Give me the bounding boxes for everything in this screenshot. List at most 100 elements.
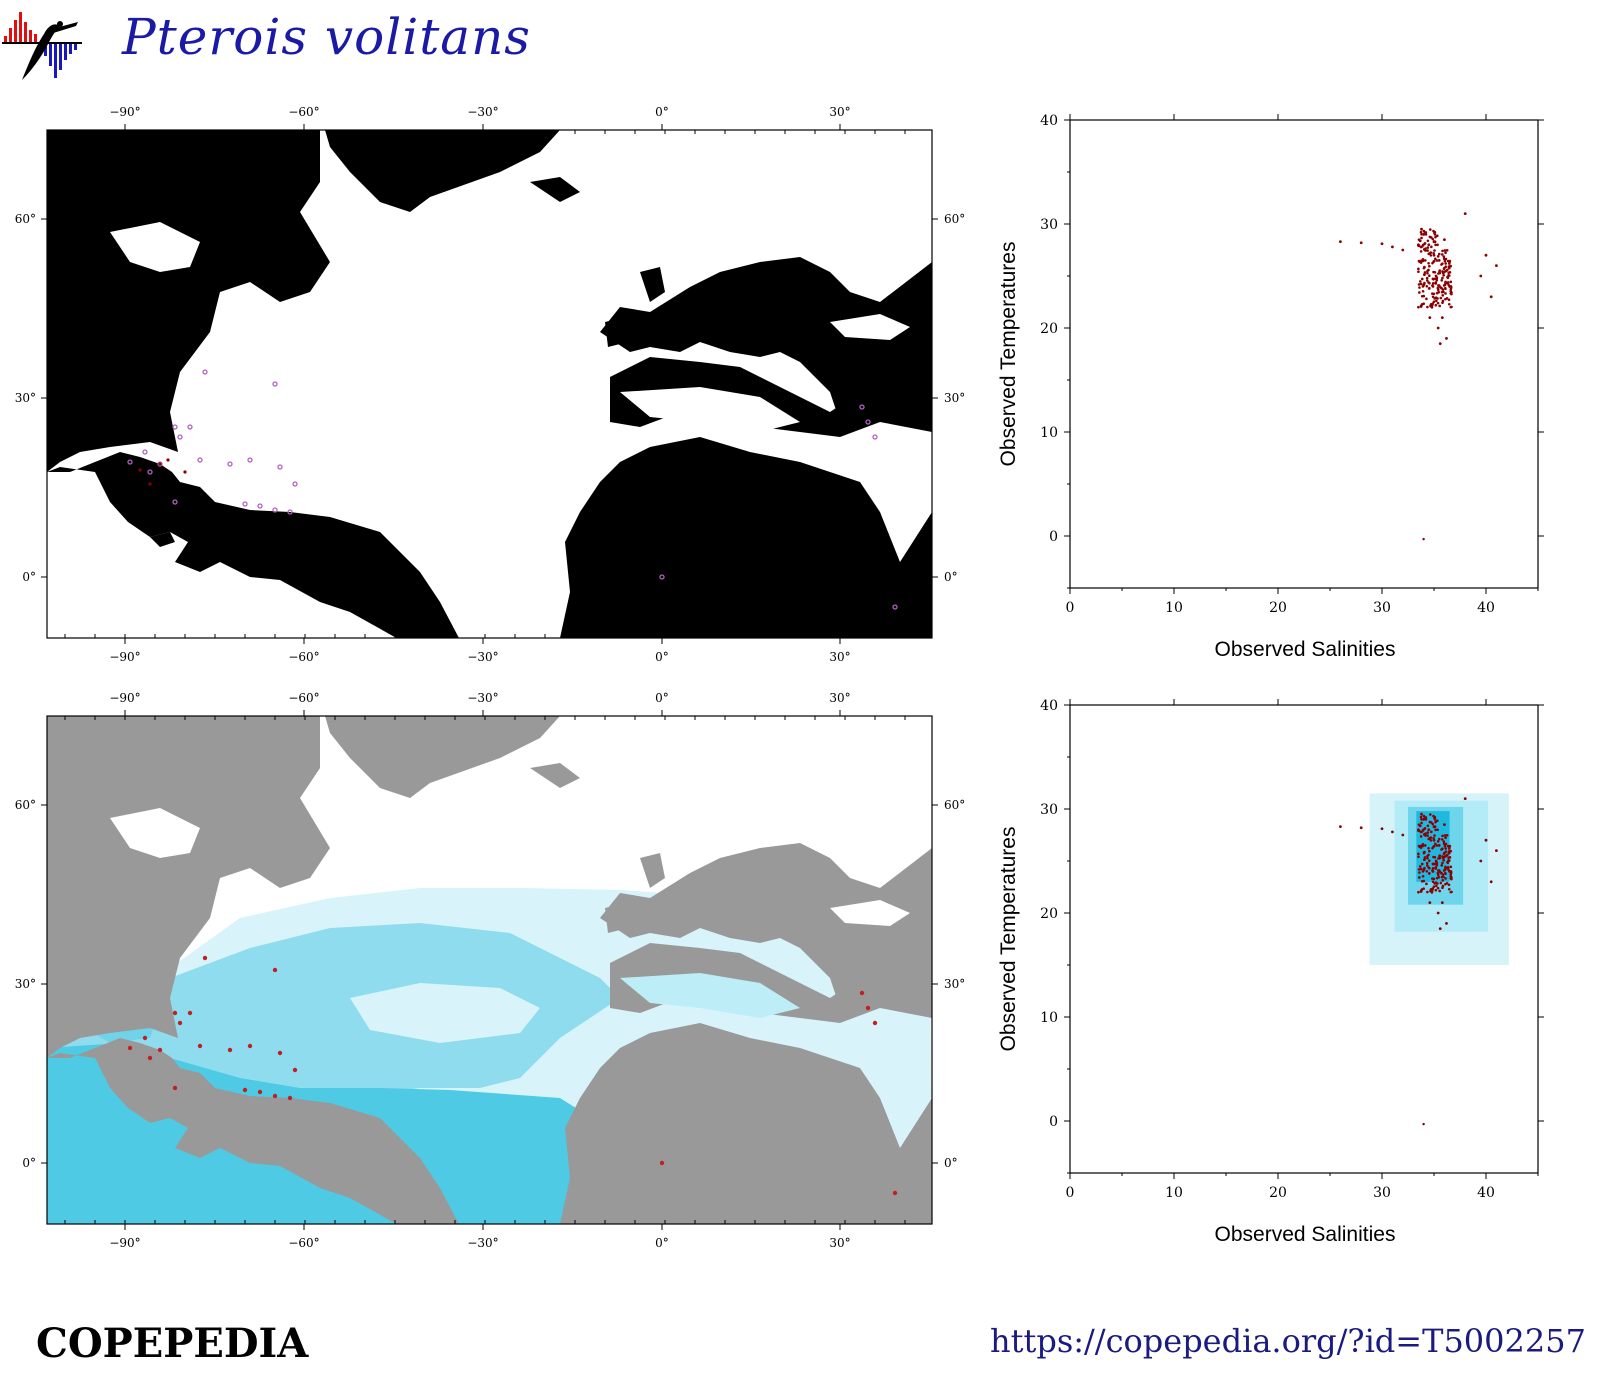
scatter-point — [1442, 273, 1446, 277]
scatter-point — [1449, 287, 1453, 291]
lat-tick-label: 60° — [15, 798, 36, 812]
y-axis-title: Observed Temperatures — [997, 827, 1020, 1052]
scatter-point — [1426, 246, 1430, 249]
scatter-point — [1426, 239, 1430, 243]
land-holes — [110, 758, 910, 926]
scatter-point — [1441, 276, 1444, 280]
scatter-point — [1429, 813, 1432, 816]
scatter-point — [1484, 253, 1488, 257]
lat-ticks-left: 60° 30° 0° — [15, 798, 47, 1170]
scatter-point — [1420, 277, 1424, 281]
scatter-point — [1448, 847, 1451, 850]
scatter-point — [1449, 305, 1453, 309]
scatter-point — [1432, 877, 1436, 881]
scatter-point — [1436, 326, 1440, 330]
scatter-point — [1425, 882, 1428, 886]
scatter-point — [1447, 856, 1450, 859]
scatter-point — [1437, 869, 1441, 872]
scatter-point — [1421, 258, 1425, 261]
scatter-point — [1443, 286, 1447, 290]
scatter-point — [1429, 228, 1432, 231]
scatter-point — [1429, 839, 1433, 842]
scatter-point — [1443, 249, 1447, 252]
scatter-point — [1438, 342, 1442, 345]
scatter-point — [1425, 297, 1428, 301]
scatter-point — [1420, 233, 1423, 236]
scatter-point — [1426, 271, 1429, 275]
x-tick-label: 0 — [1066, 1185, 1075, 1201]
scatter-point — [1339, 240, 1342, 244]
scatter-point — [1437, 259, 1441, 262]
scatter-point — [1434, 867, 1438, 870]
scatter-point — [1429, 836, 1433, 839]
scatter-point — [1422, 887, 1425, 891]
scatter-point — [1428, 235, 1432, 239]
scatter-point — [1444, 282, 1447, 285]
scatter-point — [1436, 882, 1439, 885]
lon-tick-label: −30° — [467, 691, 498, 705]
scatter-point — [1422, 229, 1426, 233]
scatter-point — [1391, 245, 1394, 249]
lon-tick-label: −30° — [467, 105, 498, 119]
scatter-point — [1440, 290, 1444, 294]
scatter-point — [1432, 292, 1436, 296]
scatter-point — [1438, 889, 1441, 893]
scatter-point — [1438, 269, 1441, 273]
ts-scatter-habitat: 0 10 20 30 40 40 30 20 10 0 Observed Salinities O… — [997, 698, 1544, 1246]
scatter-point — [1422, 284, 1425, 287]
scatter-point — [1436, 255, 1440, 258]
scatter-point — [1419, 890, 1423, 893]
scatter-point — [1441, 855, 1444, 858]
scatter-point — [1446, 259, 1450, 263]
scatter-point — [1359, 826, 1363, 830]
occurrence-map: −90° −60° −30° 0° 30° −90° −60° −30° 0° 30° 60° 3… — [15, 105, 966, 664]
lon-tick-label: −90° — [109, 691, 140, 705]
scatter-point — [1449, 849, 1453, 853]
scatter-point — [1434, 282, 1438, 285]
occurrence-points — [127, 369, 898, 610]
lon-tick-label: −60° — [288, 650, 319, 664]
scatter-point — [1431, 870, 1435, 873]
occurrence-points — [127, 955, 898, 1196]
scatter-point — [1432, 814, 1435, 818]
scatter-point — [1424, 818, 1428, 821]
land — [47, 716, 932, 1224]
scatter-point — [1445, 249, 1449, 252]
scatter-point — [1495, 849, 1498, 852]
x-tick-label: 30 — [1373, 600, 1391, 616]
scatter-point — [1440, 901, 1444, 904]
scatter-point — [1447, 851, 1451, 854]
scatter-point — [1448, 262, 1451, 265]
lon-ticks-bottom: −90° −60° −30° 0° 30° — [64, 634, 906, 664]
plot-frame — [1069, 119, 1539, 589]
scatter-point — [1442, 840, 1446, 843]
scatter-point — [1434, 303, 1438, 307]
scatter-point — [1419, 830, 1423, 834]
brand-name: COPEPEDIA — [36, 1320, 309, 1367]
scatter-point — [1418, 280, 1422, 283]
scatter-point — [1420, 879, 1424, 883]
scatter-point — [1445, 297, 1449, 300]
y-tick-label: 0 — [1049, 529, 1058, 545]
page-url[interactable]: https://copepedia.org/?id=T5002257 — [990, 1322, 1586, 1360]
y-tick-label: 40 — [1040, 113, 1058, 129]
scatter-point — [1424, 844, 1427, 847]
scatter-point — [1429, 251, 1433, 254]
scatter-point — [1449, 890, 1453, 894]
y-tick-label: 10 — [1040, 1010, 1058, 1026]
scatter-point — [1418, 865, 1422, 868]
x-axis-title: Observed Salinities — [1215, 1223, 1396, 1246]
scatter-point — [1446, 844, 1450, 848]
scatter-point — [1433, 856, 1437, 859]
lat-tick-label: 60° — [15, 212, 36, 226]
scatter-point — [1428, 274, 1431, 277]
scatter-point — [1380, 242, 1384, 246]
scatter-point — [1423, 850, 1426, 854]
scatter-point — [1423, 271, 1427, 274]
scatter-point — [1436, 234, 1439, 238]
scatter-point — [1440, 864, 1444, 867]
scatter-point — [1436, 243, 1439, 247]
x-tick-label: 40 — [1477, 600, 1495, 616]
scatter-point — [1426, 864, 1429, 867]
scatter-point — [1429, 254, 1433, 257]
